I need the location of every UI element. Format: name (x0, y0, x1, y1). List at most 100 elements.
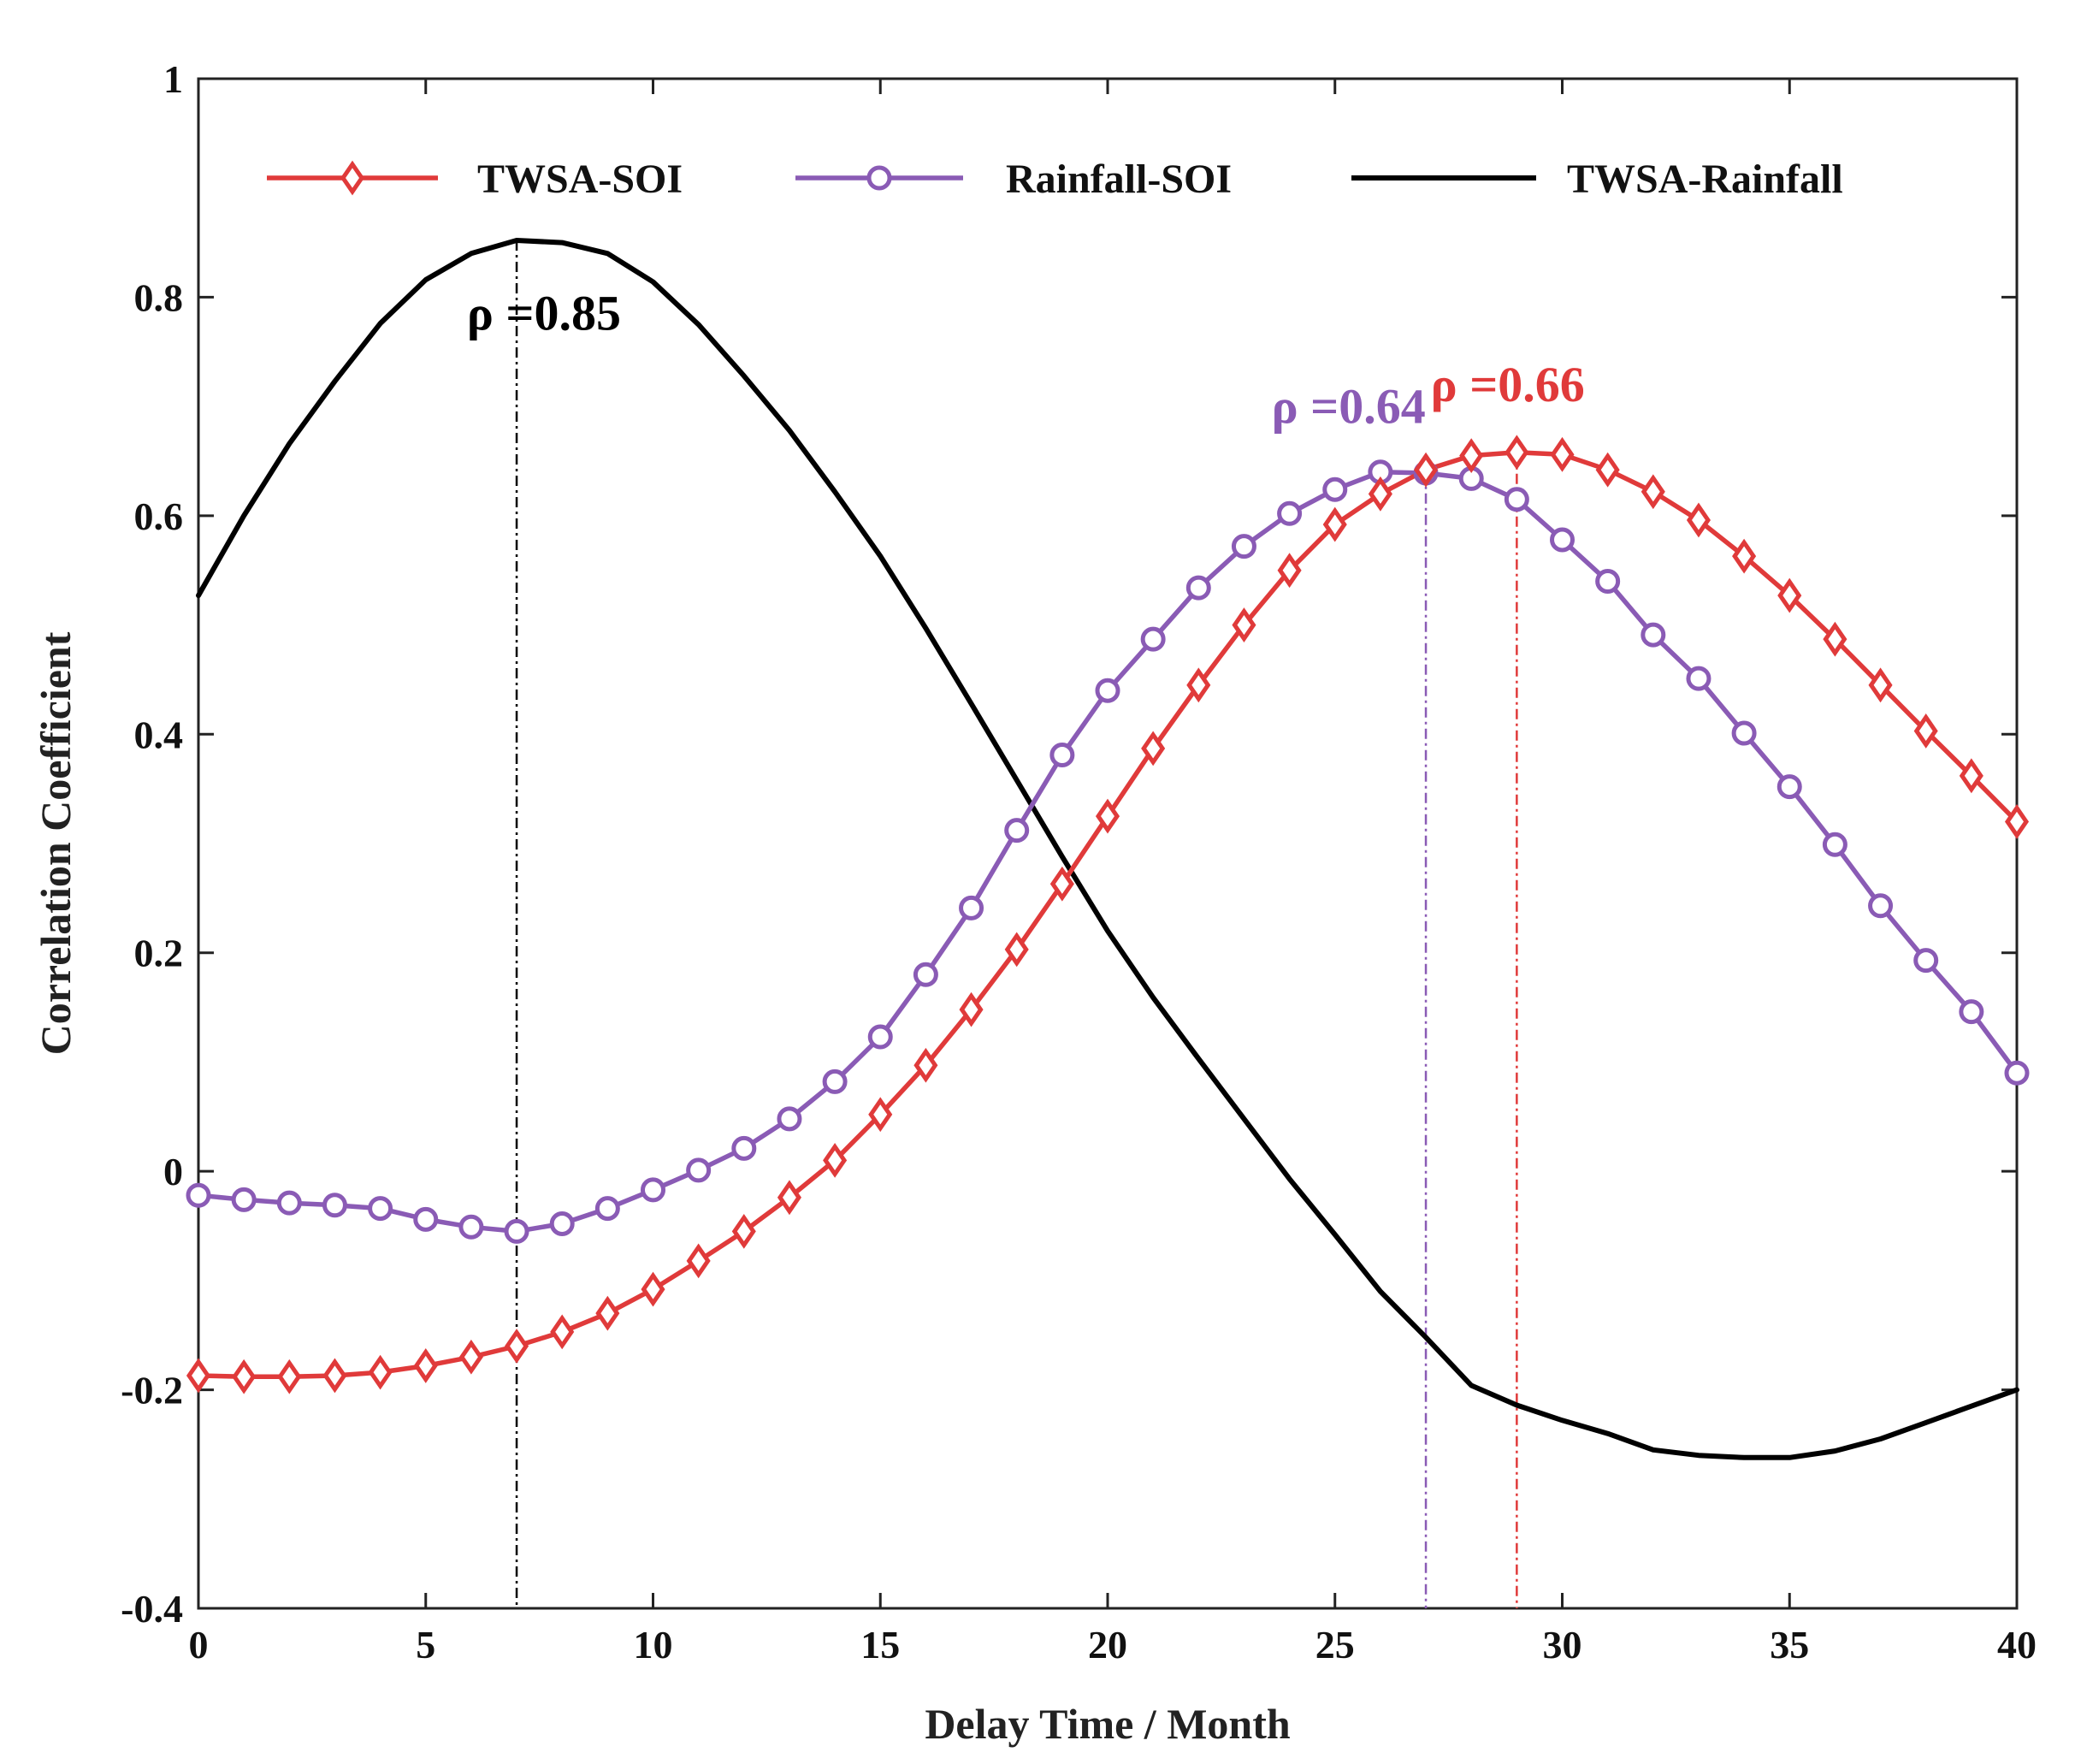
data-point-twsa-soi (731, 1213, 756, 1249)
y-tick-label: 0.6 (134, 494, 184, 538)
data-point-rainfall-soi (413, 1206, 439, 1232)
data-point-rainfall-soi (686, 1157, 712, 1183)
data-point-rainfall-soi (1868, 893, 1894, 919)
data-point-twsa-soi (2004, 804, 2030, 839)
y-tick-label: 0.2 (134, 932, 184, 975)
data-point-twsa-soi (1505, 435, 1529, 471)
data-point-twsa-soi (686, 1243, 711, 1279)
data-point-twsa-soi (186, 1358, 211, 1394)
legend-label: TWSA-SOI (477, 157, 683, 202)
data-point-rainfall-soi (1777, 774, 1802, 800)
data-point-rainfall-soi (867, 1024, 893, 1050)
data-point-rainfall-soi (731, 1135, 757, 1161)
data-point-twsa-soi (277, 1359, 302, 1394)
data-point-rainfall-soi (549, 1211, 575, 1236)
data-point-rainfall-soi (186, 1182, 211, 1208)
peak-annotation: ρ =0.64 (1272, 378, 1426, 434)
data-point-rainfall-soi (322, 1193, 347, 1218)
data-point-twsa-soi (1686, 502, 1711, 538)
y-tick-label: -0.2 (121, 1369, 183, 1412)
data-point-twsa-soi (595, 1295, 620, 1331)
data-point-rainfall-soi (1913, 948, 1939, 974)
data-point-rainfall-soi (1822, 832, 1847, 857)
legend-label: Rainfall-SOI (1006, 157, 1232, 202)
peak-annotation: ρ =0.85 (467, 286, 621, 341)
data-point-twsa-soi (1459, 438, 1484, 474)
y-tick-label: 0.4 (134, 713, 184, 756)
data-point-twsa-soi (959, 992, 984, 1027)
data-point-twsa-soi (1913, 713, 1938, 749)
x-tick-label: 40 (1997, 1623, 2037, 1666)
data-point-rainfall-soi (504, 1218, 529, 1244)
x-axis-label: Delay Time / Month (925, 1700, 1291, 1748)
x-tick-label: 5 (416, 1623, 435, 1666)
data-point-twsa-soi (1595, 452, 1620, 488)
legend-marker (340, 160, 365, 196)
data-point-rainfall-soi (1731, 720, 1757, 746)
data-point-rainfall-soi (822, 1068, 848, 1094)
data-point-twsa-soi (913, 1047, 938, 1083)
data-point-twsa-soi (368, 1354, 393, 1390)
data-point-twsa-soi (232, 1359, 257, 1394)
data-point-twsa-soi (550, 1314, 575, 1350)
data-point-twsa-soi (322, 1358, 347, 1394)
data-point-rainfall-soi (1049, 743, 1075, 768)
x-tick-label: 0 (189, 1623, 209, 1666)
data-point-rainfall-soi (913, 962, 938, 987)
data-point-twsa-soi (1232, 607, 1256, 642)
data-point-twsa-soi (458, 1339, 483, 1375)
data-point-rainfall-soi (1095, 678, 1120, 703)
data-point-rainfall-soi (1185, 575, 1211, 601)
data-point-twsa-soi (1141, 731, 1166, 767)
data-point-rainfall-soi (777, 1106, 802, 1132)
y-tick-label: -0.4 (121, 1587, 183, 1631)
data-point-twsa-soi (1004, 932, 1029, 968)
y-tick-label: 0.8 (134, 275, 184, 319)
y-tick-label: 1 (163, 57, 183, 101)
data-point-twsa-soi (1823, 621, 1847, 657)
data-point-rainfall-soi (1231, 534, 1256, 559)
data-point-twsa-soi (413, 1348, 438, 1383)
data-point-rainfall-soi (1140, 626, 1166, 652)
data-point-twsa-soi (1368, 476, 1392, 512)
data-point-rainfall-soi (1595, 568, 1621, 594)
data-point-twsa-soi (1186, 667, 1211, 703)
data-point-twsa-soi (823, 1142, 848, 1178)
data-point-twsa-soi (868, 1097, 893, 1133)
data-point-rainfall-soi (1322, 477, 1348, 502)
data-point-twsa-soi (1959, 758, 1983, 794)
peak-annotation: ρ =0.66 (1431, 357, 1585, 412)
data-point-rainfall-soi (231, 1187, 257, 1212)
data-point-twsa-soi (1095, 798, 1120, 834)
y-tick-label: 0 (163, 1150, 183, 1193)
data-point-rainfall-soi (1004, 818, 1030, 844)
data-point-twsa-soi (1641, 474, 1665, 510)
x-tick-label: 15 (860, 1623, 900, 1666)
data-point-rainfall-soi (1277, 500, 1303, 526)
legend-marker (866, 165, 892, 191)
data-point-twsa-soi (777, 1180, 801, 1216)
data-point-rainfall-soi (276, 1190, 302, 1216)
data-point-rainfall-soi (368, 1196, 393, 1222)
data-point-rainfall-soi (1686, 666, 1712, 691)
data-point-rainfall-soi (641, 1177, 665, 1203)
data-point-rainfall-soi (594, 1196, 620, 1222)
data-point-twsa-soi (1550, 436, 1575, 472)
data-point-twsa-soi (641, 1271, 665, 1307)
data-point-rainfall-soi (1550, 527, 1575, 553)
x-tick-label: 10 (634, 1623, 673, 1666)
data-point-twsa-soi (1414, 452, 1439, 488)
data-point-twsa-soi (1868, 667, 1893, 703)
series-line-rainfall-soi (196, 470, 2019, 1234)
legend-label: TWSA-Rainfall (1567, 157, 1843, 202)
x-tick-label: 35 (1770, 1623, 1809, 1666)
data-point-twsa-soi (1049, 866, 1074, 902)
x-tick-label: 20 (1088, 1623, 1127, 1666)
data-point-rainfall-soi (2004, 1060, 2030, 1086)
x-tick-label: 30 (1543, 1623, 1582, 1666)
x-tick-label: 25 (1315, 1623, 1355, 1666)
data-point-twsa-soi (1732, 538, 1757, 574)
data-point-rainfall-soi (959, 895, 984, 920)
data-point-rainfall-soi (1641, 622, 1666, 648)
